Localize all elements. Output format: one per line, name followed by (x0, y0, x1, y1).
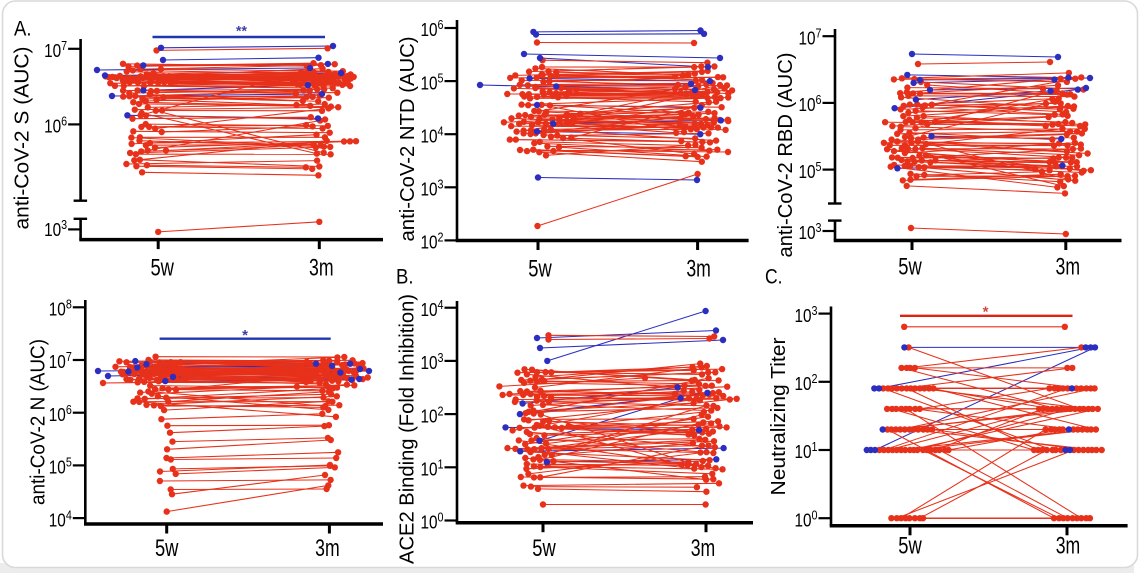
svg-text:anti-CoV-2 S (AUC): anti-CoV-2 S (AUC) (12, 47, 34, 230)
svg-text:C.: C. (765, 266, 783, 289)
svg-text:5w: 5w (155, 535, 179, 562)
svg-text:ACE2 Binding (Fold Inhibition): ACE2 Binding (Fold Inhibition) (397, 294, 419, 564)
svg-text:anti-CoV-2 N (AUC): anti-CoV-2 N (AUC) (28, 339, 50, 505)
svg-text:A.: A. (14, 18, 32, 41)
svg-text:3m: 3m (691, 535, 716, 562)
svg-text:*: * (242, 327, 248, 344)
svg-text:Neutralizing Titer: Neutralizing Titer (768, 337, 790, 495)
svg-text:3m: 3m (309, 254, 334, 281)
svg-text:anti-CoV-2 RBD (AUC): anti-CoV-2 RBD (AUC) (775, 53, 797, 258)
svg-text:*: * (983, 304, 989, 321)
svg-text:5w: 5w (898, 533, 922, 560)
svg-text:3m: 3m (686, 256, 711, 283)
svg-text:B.: B. (396, 266, 414, 289)
svg-text:**: ** (236, 22, 247, 38)
svg-text:5w: 5w (528, 256, 552, 283)
svg-text:5w: 5w (532, 535, 556, 562)
svg-text:anti-CoV-2 NTD (AUC): anti-CoV-2 NTD (AUC) (397, 37, 419, 242)
svg-text:5w: 5w (898, 254, 922, 281)
svg-text:5w: 5w (150, 254, 174, 281)
svg-text:3m: 3m (315, 535, 340, 562)
svg-text:3m: 3m (1056, 533, 1081, 560)
svg-text:3m: 3m (1056, 254, 1081, 281)
